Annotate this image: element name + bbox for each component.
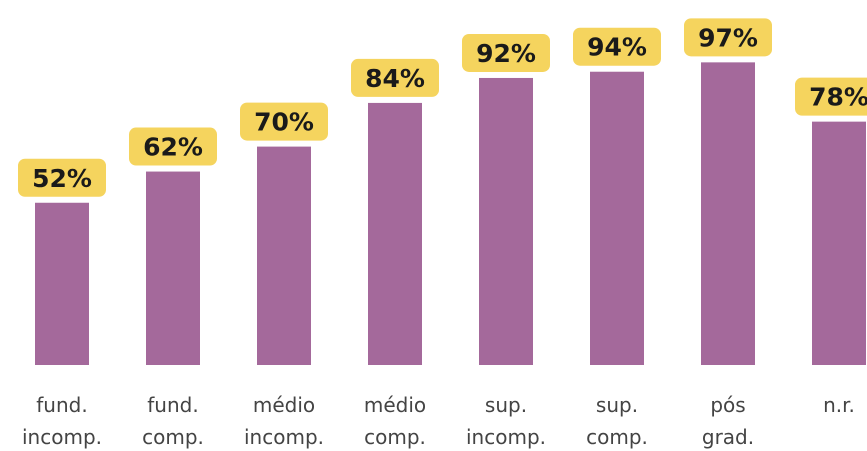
bar-6 xyxy=(701,62,755,366)
value-label-box-0 xyxy=(18,158,106,197)
value-label-box-1 xyxy=(129,127,217,166)
bar-2 xyxy=(257,146,311,365)
category-label-1-line-0: fund. xyxy=(147,393,198,417)
value-label-4: 92% xyxy=(476,39,536,68)
bar-3 xyxy=(368,102,422,366)
category-label-5-line-1: comp. xyxy=(586,425,648,449)
value-label-box-5 xyxy=(573,27,661,66)
category-label-3-line-1: comp. xyxy=(364,425,426,449)
category-label-1-line-1: comp. xyxy=(142,425,204,449)
value-label-1: 62% xyxy=(143,133,203,162)
bar-5 xyxy=(590,71,644,365)
value-label-7: 78% xyxy=(809,83,867,112)
category-labels-group: fund. incomp. fund. comp. médio incomp. médio c… xyxy=(22,393,855,449)
bar-7 xyxy=(812,121,866,365)
value-label-box-4 xyxy=(462,33,550,72)
bars-group xyxy=(35,62,866,366)
value-label-box-7 xyxy=(795,77,867,116)
category-label-2-line-0: médio xyxy=(253,393,315,417)
bar-0 xyxy=(35,202,89,365)
category-label-7-line-0: n.r. xyxy=(823,393,855,417)
value-label-box-2 xyxy=(240,102,328,141)
category-label-0-line-1: incomp. xyxy=(22,425,102,449)
value-label-2: 70% xyxy=(254,108,314,137)
value-label-box-3 xyxy=(351,58,439,97)
category-label-6-line-1: grad. xyxy=(702,425,754,449)
category-label-4-line-0: sup. xyxy=(485,393,527,417)
bar-4 xyxy=(479,77,533,366)
category-label-2-line-1: incomp. xyxy=(244,425,324,449)
category-label-3-line-0: médio xyxy=(364,393,426,417)
value-label-0: 52% xyxy=(32,164,92,193)
value-label-box-6 xyxy=(684,18,772,57)
category-label-6-line-0: pós xyxy=(710,393,745,417)
bar-1 xyxy=(146,171,200,365)
value-label-6: 97% xyxy=(698,23,758,52)
category-label-4-line-1: incomp. xyxy=(466,425,546,449)
category-label-0-line-0: fund. xyxy=(36,393,87,417)
category-label-5-line-0: sup. xyxy=(596,393,638,417)
value-labels-group: 52% 62% 70% 84% 92% 94% 97% 78% xyxy=(18,18,867,197)
value-label-5: 94% xyxy=(587,33,647,62)
value-label-3: 84% xyxy=(365,64,425,93)
